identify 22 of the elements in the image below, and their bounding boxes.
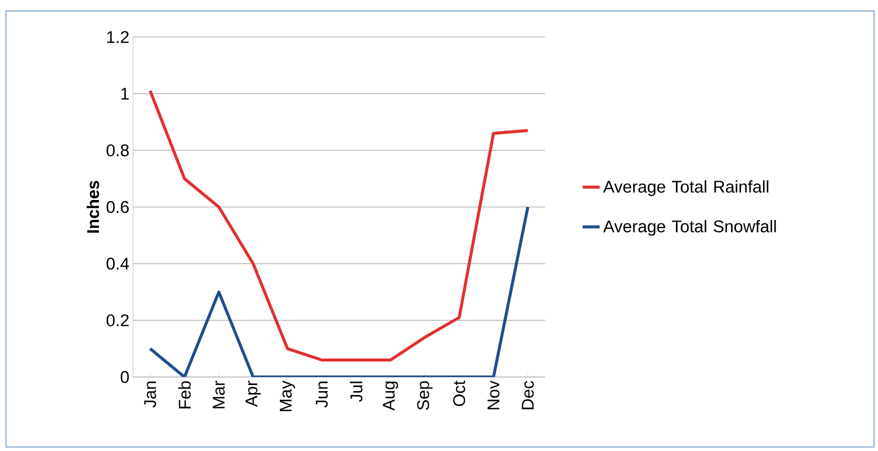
y-tick-label: 1.2 — [107, 31, 129, 43]
legend-label: Average Total Rainfall — [603, 180, 768, 196]
x-tick-label: Dec — [522, 380, 534, 410]
x-tick-label: Jul — [350, 382, 362, 402]
y-tick-label: 0.2 — [106, 314, 129, 326]
x-tick-label: Jun — [316, 382, 328, 408]
x-tick-label: Jan — [144, 382, 156, 408]
x-tick-label: Nov — [488, 380, 500, 410]
x-tick-label: Apr — [246, 380, 261, 407]
legend-label: Average Total Snowfall — [603, 220, 776, 236]
x-tick-label: Oct — [453, 380, 466, 406]
y-tick-label: 0 — [120, 371, 129, 383]
x-tick-label: Mar — [212, 380, 225, 408]
x-tick-label: Aug — [382, 382, 398, 411]
x-tick-label: Sep — [417, 381, 433, 410]
x-tick-label: May — [280, 380, 296, 412]
y-tick-label: 0.6 — [106, 201, 129, 213]
x-tick-label: Feb — [178, 381, 191, 408]
y-axis-title: Inches — [86, 180, 100, 233]
y-tick-label: 1 — [121, 88, 129, 100]
y-tick-label: 0.8 — [106, 144, 129, 156]
y-tick-label: 0.4 — [106, 258, 129, 270]
